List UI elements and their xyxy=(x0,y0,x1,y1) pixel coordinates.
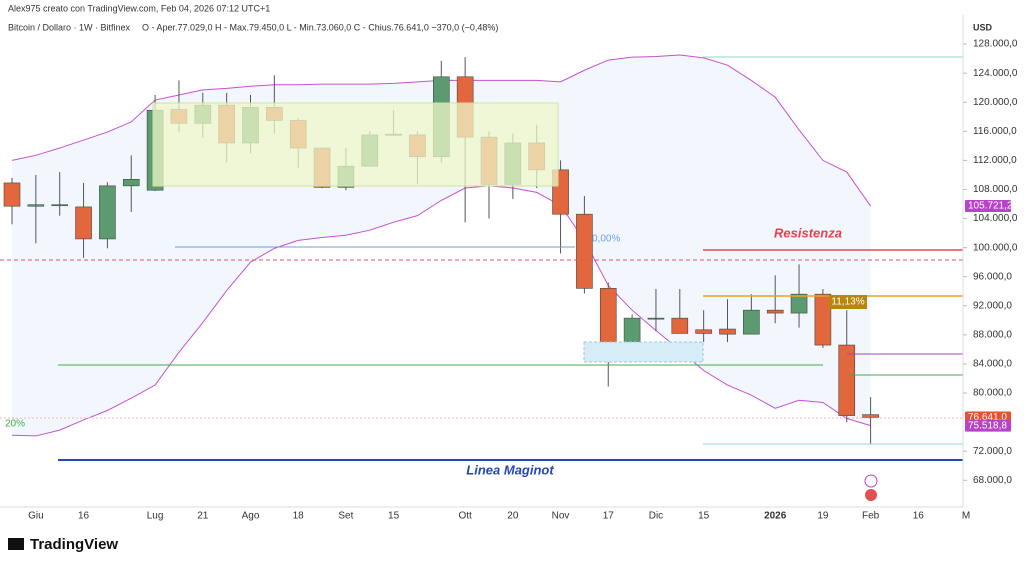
candle-body xyxy=(695,329,712,334)
annotation: Resistenza xyxy=(774,225,842,240)
y-tick-label: 104.000,0 xyxy=(973,213,1018,224)
x-tick-label: Set xyxy=(338,511,353,522)
annotation: 20% xyxy=(5,419,25,430)
candle-body xyxy=(576,213,593,289)
x-tick-label: 18 xyxy=(293,511,305,522)
x-tick-label: Giu xyxy=(28,511,44,522)
y-tick-label: 92.000,0 xyxy=(973,300,1012,311)
x-tick-label: Nov xyxy=(552,511,570,522)
y-tick-label: 72.000,0 xyxy=(973,446,1012,457)
candle-body xyxy=(838,344,856,416)
author: Alex975 creato con TradingView.com, Feb … xyxy=(8,3,270,13)
brand: TradingView xyxy=(30,536,118,553)
candle-body xyxy=(671,317,689,334)
annotation: 0,00% xyxy=(592,234,620,245)
price-label-box xyxy=(965,419,1011,432)
y-tick-label: 84.000,0 xyxy=(973,359,1012,370)
logo-mark xyxy=(8,538,24,550)
x-tick-label: Ago xyxy=(242,511,260,522)
candle-body xyxy=(814,293,832,346)
event-icon[interactable] xyxy=(864,474,878,488)
price-label: 105.721,2 xyxy=(968,201,1013,212)
candle-body xyxy=(599,288,617,343)
price-label-box xyxy=(965,200,1011,213)
x-tick-label: Dic xyxy=(649,511,663,522)
band-line xyxy=(11,185,871,437)
y-tick-label: 120.000,0 xyxy=(973,97,1018,108)
price-label: 76.641,0 xyxy=(968,412,1007,423)
y-axis-title: USD xyxy=(973,22,993,32)
candle-body xyxy=(99,185,116,240)
x-tick-label: Ott xyxy=(458,511,472,522)
candle-body xyxy=(743,309,760,335)
x-tick-label: 20 xyxy=(507,511,519,522)
zone-box xyxy=(583,341,704,363)
candle-body xyxy=(862,414,879,418)
drawings: Resistenza Linea Maginot 0,00% 11,13% 20… xyxy=(0,56,963,501)
ohlc: O - Aper.77.029,0 H - Max.79.450,0 L - M… xyxy=(142,22,498,32)
candle-body xyxy=(719,328,736,335)
range-box xyxy=(152,102,559,187)
annotation-box xyxy=(829,295,867,309)
x-tick-label: 19 xyxy=(817,511,829,522)
y-tick-label: 112.000,0 xyxy=(973,155,1017,166)
x-tick-label: 21 xyxy=(197,511,209,522)
x-tick-label: 15 xyxy=(698,511,710,522)
price-label: 75.518,8 xyxy=(968,420,1007,431)
y-tick-label: 128.000,0 xyxy=(973,39,1018,50)
candle-body xyxy=(27,204,45,207)
x-tick-label: 17 xyxy=(603,511,615,522)
y-tick-label: 100.000,0 xyxy=(973,242,1018,253)
y-tick-label: 124.000,0 xyxy=(973,68,1018,79)
candle-body xyxy=(623,317,641,343)
candle-body xyxy=(75,206,92,240)
x-tick-label: 2026 xyxy=(764,511,787,522)
x-tick-label: 16 xyxy=(78,511,90,522)
y-tick-label: 108.000,0 xyxy=(973,184,1018,195)
y-tick-label: 80.000,0 xyxy=(973,388,1012,399)
candle-body xyxy=(51,204,69,207)
x-tick-label: Feb xyxy=(862,511,880,522)
candle-body xyxy=(3,182,21,207)
y-tick-label: 116.000,0 xyxy=(973,126,1017,137)
x-tick-label: Lug xyxy=(147,511,164,522)
y-tick-label: 96.000,0 xyxy=(973,271,1012,282)
x-tick-label: 16 xyxy=(913,511,925,522)
y-tick-label: 68.000,0 xyxy=(973,475,1012,486)
candle-body xyxy=(122,179,140,187)
x-tick-label: M xyxy=(962,511,970,522)
event-icon[interactable] xyxy=(865,489,877,501)
annotation: 11,13% xyxy=(831,297,864,308)
annotation: Linea Maginot xyxy=(466,462,554,477)
symbol: Bitcoin / Dollaro · 1W · Bitfinex xyxy=(8,22,131,32)
candle-body xyxy=(647,317,665,320)
candle-body xyxy=(766,309,784,314)
candle-body xyxy=(790,293,808,314)
y-tick-label: 88.000,0 xyxy=(973,330,1012,341)
x-tick-label: 15 xyxy=(388,511,400,522)
